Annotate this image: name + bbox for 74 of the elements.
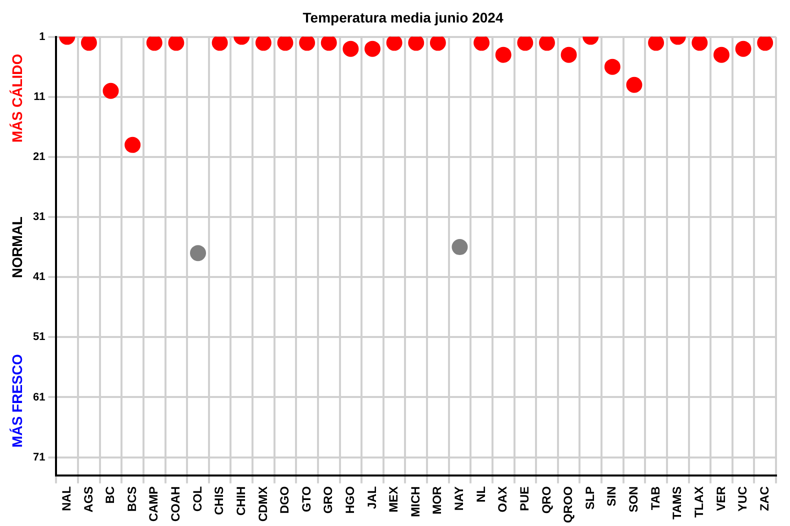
x-tick-label: MICH: [408, 486, 422, 518]
x-tick-label: TAB: [648, 486, 662, 510]
x-tick-label: CAMP: [146, 486, 161, 522]
point: [495, 46, 512, 63]
x-tick-label: JAL: [364, 486, 379, 510]
point: [212, 36, 228, 51]
y-tick-label: 61: [32, 391, 46, 404]
point: [342, 40, 359, 57]
x-tick-label: MEX: [386, 486, 401, 512]
y-tick-label: 31: [32, 211, 46, 224]
x-tick-label: NL: [474, 486, 488, 502]
x-tick-label: VER: [714, 486, 728, 512]
point: [364, 40, 380, 57]
y-tick-label: 71: [32, 451, 46, 464]
x-tick-label: BC: [103, 486, 118, 504]
x-tick-label: PUE: [517, 486, 532, 512]
text: MÁS CÁLIDO: [8, 54, 25, 143]
point: [626, 76, 642, 93]
y-tick-label: 41: [32, 271, 46, 284]
point: [299, 36, 316, 51]
x-tick-label: TAMS: [670, 486, 684, 520]
x-tick-label: CDMX: [256, 486, 270, 522]
point: [168, 36, 184, 51]
x-tick-label: GRO: [321, 486, 336, 514]
y-tick-label: 21: [32, 150, 46, 163]
point: [190, 245, 206, 262]
x-tick-label: NAL: [59, 486, 74, 512]
point: [277, 36, 294, 51]
point: [320, 36, 337, 51]
point: [560, 46, 577, 63]
text: NORMAL: [8, 216, 25, 278]
x-tick-label: CHIH: [234, 486, 248, 516]
point: [648, 36, 664, 51]
x-tick-label: COL: [190, 486, 204, 512]
x-tick-label: SLP: [582, 486, 597, 510]
point: [386, 36, 402, 51]
y-tick-label: 11: [34, 90, 46, 103]
point: [735, 40, 752, 57]
x-tick-label: HGO: [342, 486, 357, 514]
x-tick-label: MOR: [430, 486, 444, 514]
point: [692, 36, 708, 51]
x-tick-label: NAY: [452, 486, 466, 511]
point: [80, 36, 97, 51]
x-tick-label: SIN: [604, 486, 619, 506]
point: [517, 36, 534, 51]
y-tick-label: 1: [39, 30, 46, 43]
x-tick-label: TLAX: [692, 486, 706, 518]
x-tick-label: QROO: [561, 486, 576, 524]
point: [757, 36, 774, 51]
point: [102, 82, 119, 99]
y-tick-label: 51: [32, 331, 46, 344]
x-tick-label: OAX: [496, 486, 510, 512]
chart-title: Temperatura media junio 2024: [302, 9, 504, 26]
x-tick-label: DGO: [278, 486, 292, 514]
x-tick-label: AGS: [81, 486, 96, 512]
x-tick-label: COAH: [168, 486, 183, 522]
point: [713, 46, 730, 63]
x-tick-label: GTO: [299, 486, 314, 512]
point: [255, 36, 272, 51]
point: [538, 36, 555, 51]
x-tick-label: ZAC: [757, 486, 772, 512]
x-tick-label: YUC: [736, 486, 750, 512]
point: [430, 36, 446, 51]
x-tick-label: SON: [626, 486, 641, 512]
point: [452, 239, 468, 256]
x-tick-label: QRO: [539, 486, 554, 514]
x-tick-label: CHIS: [212, 486, 226, 516]
point: [124, 136, 141, 153]
point: [604, 58, 620, 75]
x-tick-label: BCS: [124, 486, 139, 512]
point: [474, 36, 490, 51]
text: MÁS FRESCO: [8, 354, 25, 448]
point: [146, 36, 162, 51]
point: [408, 36, 424, 51]
